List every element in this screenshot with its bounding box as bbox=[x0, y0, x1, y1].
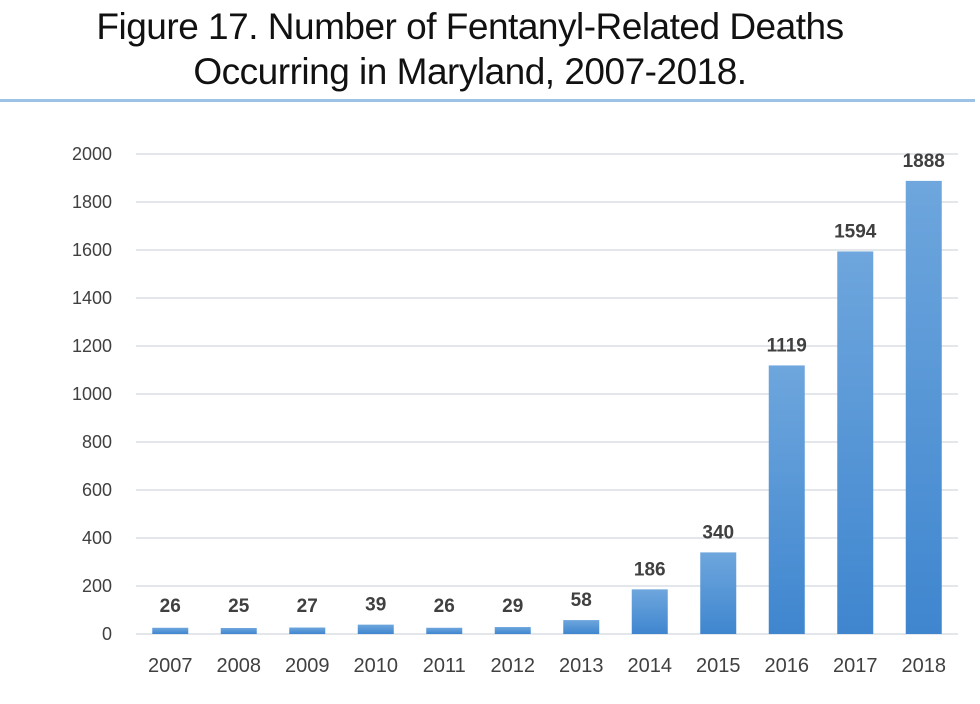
y-tick-label: 1800 bbox=[72, 192, 112, 212]
y-tick-label: 200 bbox=[82, 576, 112, 596]
x-tick-label-2012: 2012 bbox=[491, 655, 536, 677]
chart-title-line-2: Occurring in Maryland, 2007-2018. bbox=[193, 51, 747, 92]
x-tick-label-2010: 2010 bbox=[354, 655, 399, 677]
bar-2010 bbox=[357, 624, 394, 634]
bar-2017 bbox=[837, 251, 874, 634]
data-label-2010: 39 bbox=[365, 595, 386, 616]
y-tick-label: 0 bbox=[102, 624, 112, 644]
x-tick-label-2018: 2018 bbox=[902, 655, 947, 677]
bar-2009 bbox=[289, 627, 326, 634]
y-tick-label: 800 bbox=[82, 432, 112, 452]
x-tick-label-2017: 2017 bbox=[833, 655, 878, 677]
data-label-2013: 58 bbox=[571, 590, 592, 611]
bars bbox=[152, 180, 942, 634]
x-tick-label-2011: 2011 bbox=[423, 655, 466, 677]
data-label-2007: 26 bbox=[160, 596, 181, 617]
y-tick-label: 1200 bbox=[72, 336, 112, 356]
x-tick-label-2008: 2008 bbox=[217, 655, 262, 677]
bar-2007 bbox=[152, 627, 189, 634]
y-tick-label: 1400 bbox=[72, 288, 112, 308]
x-tick-label-2015: 2015 bbox=[696, 655, 741, 677]
x-tick-label-2014: 2014 bbox=[628, 655, 673, 677]
y-tick-label: 1000 bbox=[72, 384, 112, 404]
data-label-2014: 186 bbox=[634, 559, 666, 580]
data-label-2011: 26 bbox=[434, 596, 455, 617]
bar-2016 bbox=[768, 365, 805, 634]
bar-2013 bbox=[563, 620, 600, 634]
data-labels: 26 25 27 39 26 29 58 186 340 1119 1594 1888 bbox=[160, 151, 945, 617]
data-label-2016: 1119 bbox=[767, 335, 807, 356]
bar-2015 bbox=[700, 552, 737, 634]
x-tick-label-2009: 2009 bbox=[285, 655, 330, 677]
chart-title-line-1: Figure 17. Number of Fentanyl-Related De… bbox=[96, 6, 844, 47]
y-tick-label: 1600 bbox=[72, 240, 112, 260]
x-tick-label-2016: 2016 bbox=[765, 655, 810, 677]
gridlines bbox=[136, 153, 958, 635]
title-divider bbox=[0, 99, 975, 102]
bar-2011 bbox=[426, 627, 463, 634]
y-axis: 0 200 400 600 800 1000 1200 1400 1600 1800 2000 bbox=[72, 144, 112, 644]
y-tick-label: 600 bbox=[82, 480, 112, 500]
data-label-2012: 29 bbox=[502, 596, 523, 617]
chart-title: Figure 17. Number of Fentanyl-Related De… bbox=[0, 4, 940, 94]
data-label-2008: 25 bbox=[228, 596, 250, 617]
bar-2008 bbox=[220, 628, 257, 634]
x-axis: 2007 2008 2009 2010 2011 2012 2013 2014 2015 2016… bbox=[148, 655, 946, 677]
y-tick-label: 2000 bbox=[72, 144, 112, 164]
bar-2014 bbox=[631, 589, 668, 634]
data-label-2018: 1888 bbox=[903, 151, 945, 172]
bar-2018 bbox=[905, 180, 942, 634]
data-label-2009: 27 bbox=[297, 596, 318, 617]
data-label-2017: 1594 bbox=[834, 221, 877, 242]
y-tick-label: 400 bbox=[82, 528, 112, 548]
bar-2012 bbox=[494, 627, 531, 634]
x-tick-label-2013: 2013 bbox=[559, 655, 604, 677]
x-tick-label-2007: 2007 bbox=[148, 655, 193, 677]
data-label-2015: 340 bbox=[702, 522, 734, 543]
